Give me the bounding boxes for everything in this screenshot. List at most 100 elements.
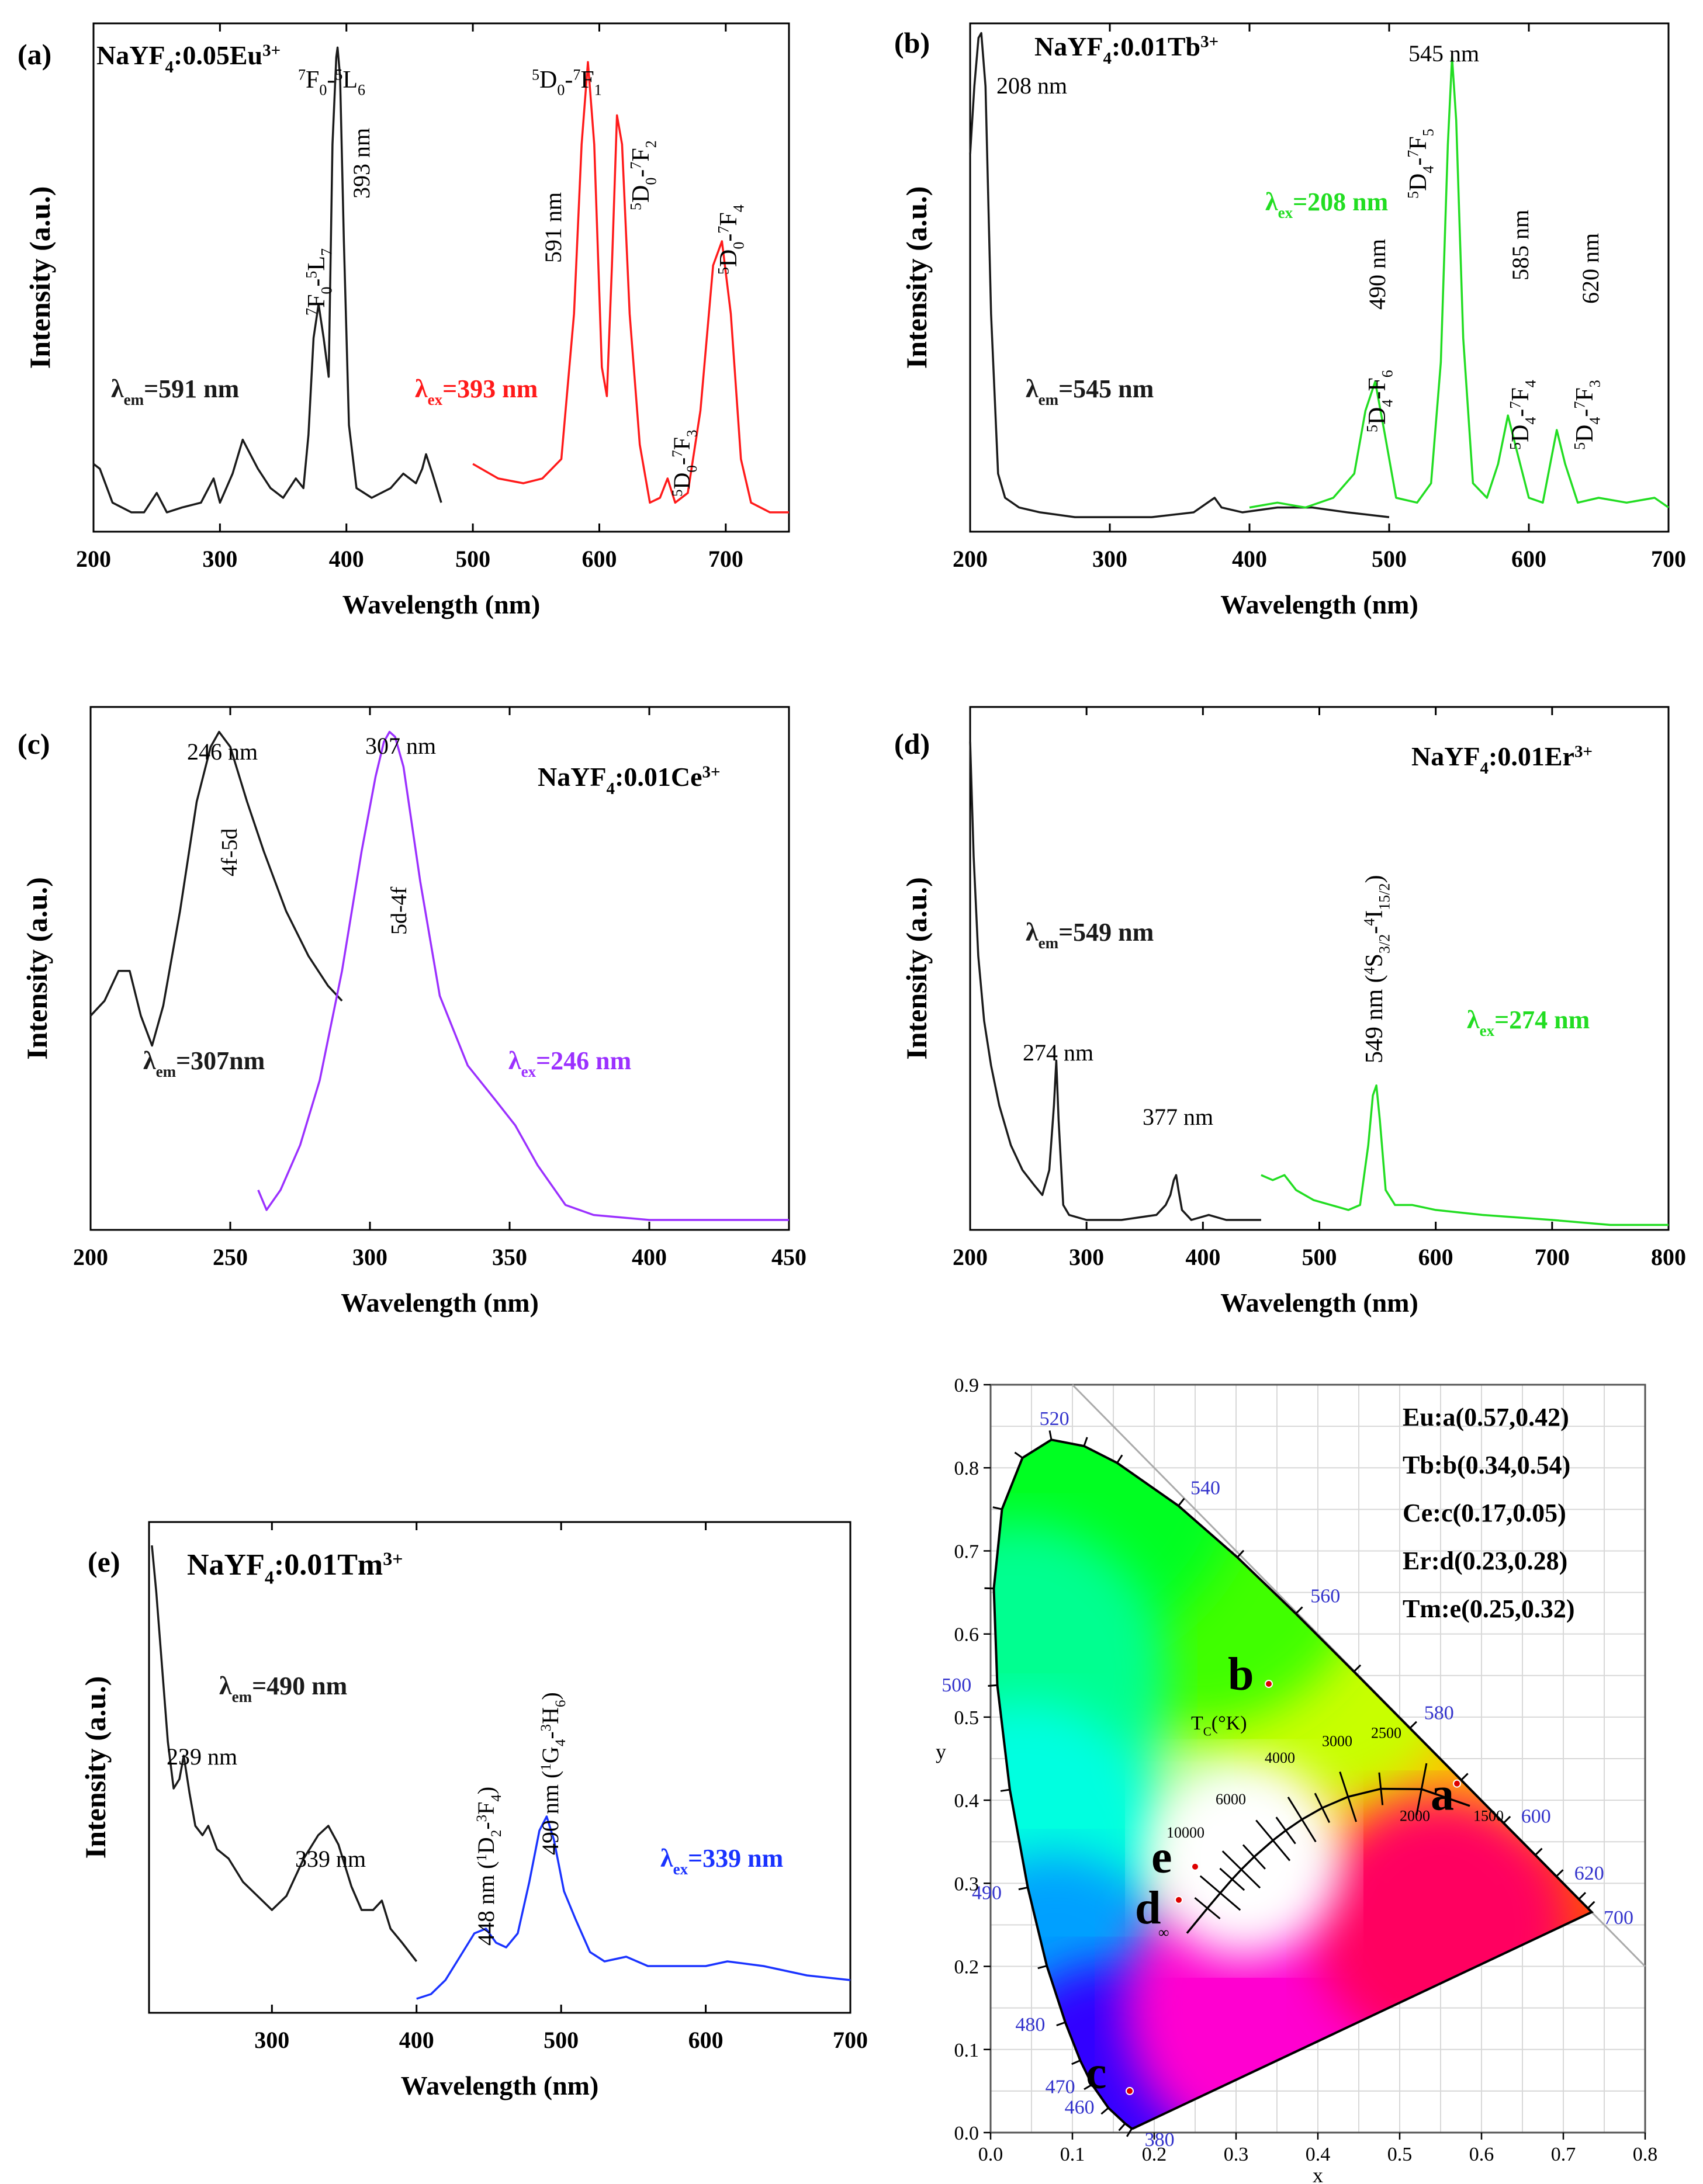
wavelength-label: 560	[1310, 1586, 1340, 1607]
x-tick-label: 600	[688, 2027, 724, 2053]
x-tick-label: 200	[953, 546, 988, 572]
annotation-transition: 7F0-5L6	[298, 67, 365, 99]
wavelength-label: 380	[1145, 2129, 1175, 2151]
point-label-b: b	[1228, 1649, 1254, 1700]
isotherm-label: 6000	[1216, 1791, 1246, 1808]
x-axis-label: Wavelength (nm)	[1220, 590, 1418, 619]
x-tick-label: 450	[771, 1244, 806, 1270]
panel-label: (e)	[88, 1545, 120, 1578]
y-tick-label: 0.5	[954, 1707, 979, 1729]
isotherm-line	[1219, 1867, 1245, 1891]
x-tick-label: 500	[1372, 546, 1407, 572]
x-tick-label: 200	[73, 1244, 108, 1270]
annotation-transition: 5D4-F6	[1364, 370, 1396, 432]
locus-tick	[1237, 1549, 1245, 1558]
isotherm-line	[1378, 1772, 1384, 1805]
isotherm-line	[1314, 1793, 1331, 1824]
x-tick-label: 0.7	[1551, 2144, 1576, 2165]
point-label-c: c	[1086, 2047, 1107, 2099]
annotation-transition: 448 nm (1D2-3F4)	[473, 1787, 504, 1946]
x-tick-label: 500	[544, 2027, 579, 2053]
isotherm-label: 2000	[1400, 1808, 1430, 1825]
annotation-transition: 7F0-5L7	[303, 248, 335, 316]
y-axis-label: Intensity (a.u.)	[20, 877, 53, 1060]
isotherm-line	[1339, 1772, 1358, 1822]
annotation-lambda-ex: λex=339 nm	[660, 1844, 783, 1878]
annotation-transition: 5D0-7F1	[532, 67, 602, 99]
locus-tick	[1535, 1847, 1543, 1856]
x-tick-label: 600	[581, 546, 617, 572]
annotation-peak-label: 490 nm	[1364, 239, 1390, 310]
annotation-transition: 549 nm (4S3/2-4I15/2)	[1361, 875, 1393, 1063]
locus-tick	[992, 1506, 1002, 1510]
y-tick-label: 0.4	[954, 1790, 979, 1812]
isotherm-line	[1415, 1763, 1428, 1815]
x-tick-label: 0.8	[1633, 2144, 1658, 2165]
wavelength-label: 620	[1574, 1863, 1604, 1884]
locus-tick	[1460, 1773, 1469, 1781]
locus-tick	[1578, 1892, 1587, 1900]
locus-tick	[1353, 1664, 1362, 1673]
chart-title: NaYF4:0.01Er3+	[1411, 741, 1593, 778]
series-line-excitation	[89, 730, 343, 1047]
x-axis-label: Wavelength (nm)	[342, 590, 541, 619]
annotation-lambda-em: λem=545 nm	[1026, 375, 1154, 408]
x-tick-label: 350	[492, 1244, 527, 1270]
wavelength-label: 470	[1046, 2076, 1075, 2098]
point-label-e: e	[1151, 1832, 1172, 1883]
series-line-emission	[472, 61, 789, 514]
annotation-lambda-ex: λex=274 nm	[1467, 1006, 1590, 1039]
x-tick-label: 400	[1185, 1244, 1220, 1270]
cie-color-fill	[994, 1440, 1592, 2129]
series-line-excitation	[969, 32, 1390, 518]
y-tick-label: 0.3	[954, 1873, 979, 1895]
plot-frame	[92, 22, 790, 533]
x-tick-label: 0.4	[1306, 2144, 1331, 2165]
isotherm-line	[1221, 1850, 1261, 1889]
wavelength-label: 580	[1424, 1702, 1454, 1724]
series-line-excitation	[969, 741, 1261, 1221]
x-tick-label: 400	[329, 546, 364, 572]
locus-tick	[1116, 1454, 1123, 1464]
annotation-lambda-ex: λex=393 nm	[415, 375, 538, 408]
point-label-a: a	[1431, 1769, 1454, 1821]
annotation-transition: 5D0-7F3	[669, 430, 700, 497]
locus-tick	[1084, 2084, 1093, 2091]
point-label-d: d	[1135, 1883, 1161, 1934]
y-axis-label: Intensity (a.u.)	[79, 1676, 112, 1859]
locus-tick	[1056, 2021, 1066, 2027]
locus-tick	[1083, 1437, 1088, 1447]
isotherm-line	[1194, 1897, 1221, 1920]
x-tick-label: 500	[1302, 1244, 1337, 1270]
annotation-lambda-em: λem=307nm	[143, 1046, 265, 1080]
locus-tick	[1018, 1886, 1028, 1891]
x-tick-label: 300	[1069, 1244, 1104, 1270]
annotation-transition: 4f-5d	[217, 828, 242, 876]
panel-b: 200 300 400 500 600 700 Wavelength (nm) Intensi…	[894, 22, 1686, 619]
point-marker-d	[1175, 1895, 1183, 1904]
chart-title: NaYF4:0.01Tm3+	[187, 1548, 403, 1587]
annotation-transition: 5D4-7F4	[1507, 380, 1539, 450]
y-tick-label: 0.0	[954, 2123, 979, 2144]
cie-color-blob	[1145, 1759, 1344, 1958]
chart-title: NaYF4:0.05Eu3+	[96, 40, 281, 77]
x-tick-label: 300	[352, 1244, 387, 1270]
wavelength-label: 500	[942, 1675, 971, 1696]
plot-frame	[89, 706, 790, 1231]
annotation-peak-label: 591 nm	[540, 192, 566, 263]
x-tick-label: 0.1	[1060, 2144, 1085, 2165]
isotherm-line	[1275, 1816, 1296, 1845]
annotation-transition: 5D4-7F3	[1572, 380, 1604, 450]
isotherm-label: ∞	[1158, 1924, 1169, 1941]
isotherm-label: 2500	[1371, 1724, 1401, 1741]
tc-label: TC(°K)	[1191, 1712, 1247, 1738]
plot-frame	[969, 22, 1670, 533]
isotherm-line	[1242, 1844, 1266, 1870]
series-line-emission	[257, 730, 789, 1221]
locus-tick	[1295, 1606, 1303, 1614]
isotherm-line	[1255, 1819, 1291, 1861]
x-tick-label: 200	[953, 1244, 988, 1270]
locus-tick	[1556, 1869, 1564, 1877]
